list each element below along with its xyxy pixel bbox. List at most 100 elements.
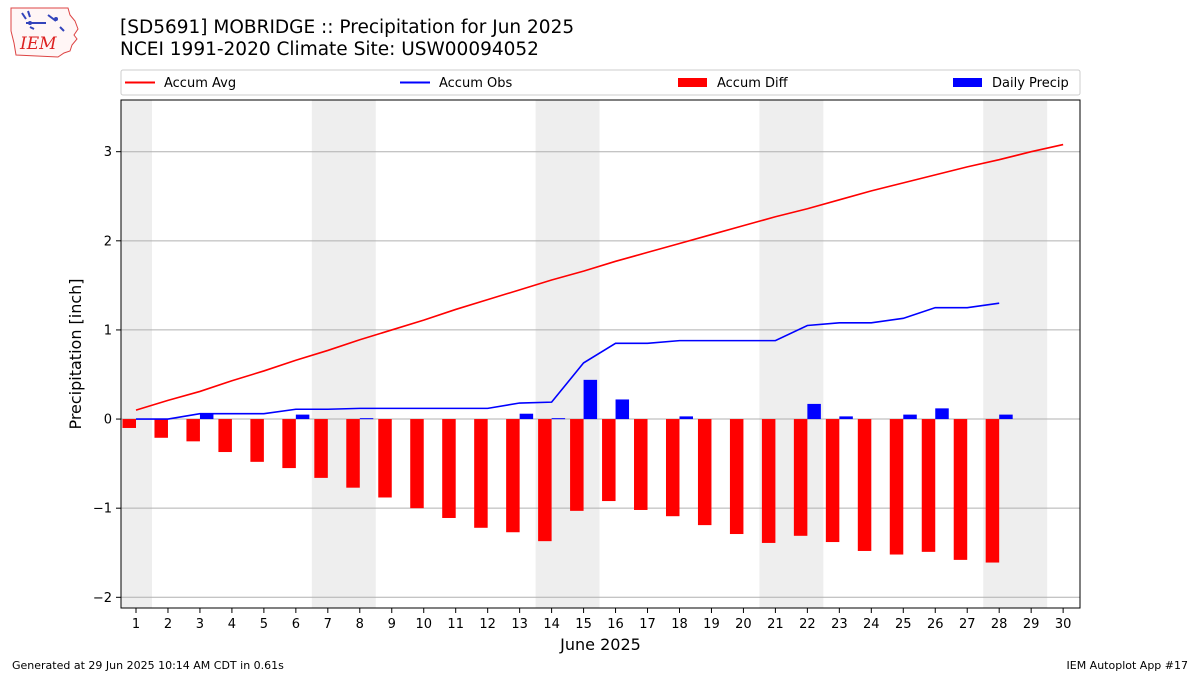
legend: Accum Avg Accum Obs Accum Diff Daily Precip [120, 69, 1081, 96]
legend-daily-precip-label: Daily Precip [992, 76, 1069, 91]
daily-precip-bars [199, 379, 1013, 420]
chart-title: [SD5691] MOBRIDGE :: Precipitation for J… [120, 17, 575, 38]
accum-diff-bar [538, 419, 552, 542]
xtick-label: 30 [1055, 617, 1072, 632]
x-axis-label: June 2025 [559, 635, 641, 654]
accum-diff-bar [346, 419, 360, 488]
xtick-label: 23 [831, 617, 848, 632]
legend-accum-obs-label: Accum Obs [439, 76, 512, 91]
legend-accum-diff-swatch [678, 78, 707, 87]
accum-diff-bar [665, 419, 680, 517]
xtick-label: 6 [292, 617, 300, 632]
accum-diff-bar [506, 419, 520, 533]
accum-avg-line [135, 143, 1064, 411]
daily-precip-bar [807, 403, 821, 420]
legend-accum-diff-label: Accum Diff [717, 76, 789, 91]
accum-diff-bars [122, 419, 1000, 563]
xtick-label: 28 [991, 617, 1008, 632]
accum-diff-bar [793, 419, 808, 536]
accum-diff-bar [474, 419, 488, 528]
daily-precip-bar [583, 379, 598, 420]
daily-precip-bar [199, 413, 214, 420]
accum-diff-bar [825, 419, 840, 543]
xtick-label: 15 [575, 617, 592, 632]
daily-precip-bar [839, 416, 853, 420]
xtick-label: 7 [324, 617, 332, 632]
legend-accum-avg: Accum Avg [125, 76, 236, 91]
accum-diff-bar [154, 419, 168, 438]
accum-obs-line [136, 302, 1000, 420]
xtick-label: 21 [767, 617, 784, 632]
accum-diff-bar [122, 419, 136, 428]
xtick-label: 8 [356, 617, 364, 632]
legend-daily-precip-swatch [953, 78, 982, 87]
xtick-label: 5 [260, 617, 268, 632]
accum-diff-bar [729, 419, 744, 535]
accum-diff-bar [761, 419, 776, 543]
xtick-label: 10 [415, 617, 432, 632]
legend-box [120, 69, 1081, 96]
legend-accum-obs: Accum Obs [400, 76, 512, 91]
xtick-label: 3 [196, 617, 204, 632]
xtick-label: 1 [132, 617, 140, 632]
legend-accum-avg-label: Accum Avg [164, 76, 236, 91]
accum-diff-bar [697, 419, 712, 526]
weekend-shading [121, 100, 1048, 608]
xtick-label: 22 [799, 617, 816, 632]
accum-diff-bar [953, 419, 968, 560]
daily-precip-bar [359, 418, 374, 420]
accum-diff-bar [250, 419, 264, 462]
accum-diff-bar [602, 419, 616, 502]
accum-diff-bar [186, 419, 200, 442]
ytick-label: 2 [104, 234, 112, 249]
xtick-label: 25 [895, 617, 912, 632]
daily-precip-bar [903, 414, 917, 420]
ytick-label: 1 [104, 323, 112, 338]
accum-lines [135, 143, 1064, 420]
accum-diff-bar [378, 419, 392, 498]
daily-precip-bar [615, 399, 630, 420]
xtick-label: 12 [479, 617, 496, 632]
daily-precip-bar [295, 414, 310, 420]
accum-diff-bar [410, 419, 424, 509]
generated-timestamp: Generated at 29 Jun 2025 10:14 AM CDT in… [12, 659, 284, 672]
xtick-label: 14 [543, 617, 560, 632]
accum-diff-bar [442, 419, 456, 518]
daily-precip-bar [935, 408, 949, 420]
weekend-band-0 [121, 100, 152, 608]
accum-diff-bar [921, 419, 936, 552]
xtick-label: 13 [511, 617, 528, 632]
iem-logo: IEM [10, 7, 79, 58]
chart-subtitle: NCEI 1991-2020 Climate Site: USW00094052 [120, 39, 539, 60]
xtick-label: 26 [927, 617, 944, 632]
accum-diff-bar [889, 419, 904, 555]
accum-diff-bar [857, 419, 872, 551]
accum-diff-bar [314, 419, 328, 478]
iowa-state-outline [10, 7, 79, 58]
accum-diff-bar [985, 419, 1000, 563]
legend-daily-precip: Daily Precip [953, 76, 1069, 91]
xtick-label: 17 [639, 617, 656, 632]
ytick-label: −1 [93, 502, 112, 517]
xtick-label: 27 [959, 617, 976, 632]
xtick-label: 16 [607, 617, 624, 632]
y-axis-label: Precipitation [inch] [66, 278, 85, 429]
daily-precip-bar [999, 414, 1013, 420]
daily-precip-bar [519, 413, 534, 420]
app-credit: IEM Autoplot App #17 [1066, 659, 1189, 672]
xtick-label: 9 [388, 617, 396, 632]
gridlines [121, 151, 1080, 598]
xtick-label: 4 [228, 617, 236, 632]
weekend-band-1 [311, 100, 376, 608]
plot-frame [120, 99, 1081, 609]
xtick-label: 20 [735, 617, 752, 632]
daily-precip-bar [551, 418, 566, 420]
logo-text: IEM [19, 34, 57, 54]
xtick-label: 18 [671, 617, 688, 632]
xtick-label: 19 [703, 617, 720, 632]
weather-icon [21, 10, 65, 32]
accum-diff-bar [282, 419, 296, 469]
accum-diff-bar [218, 419, 232, 453]
